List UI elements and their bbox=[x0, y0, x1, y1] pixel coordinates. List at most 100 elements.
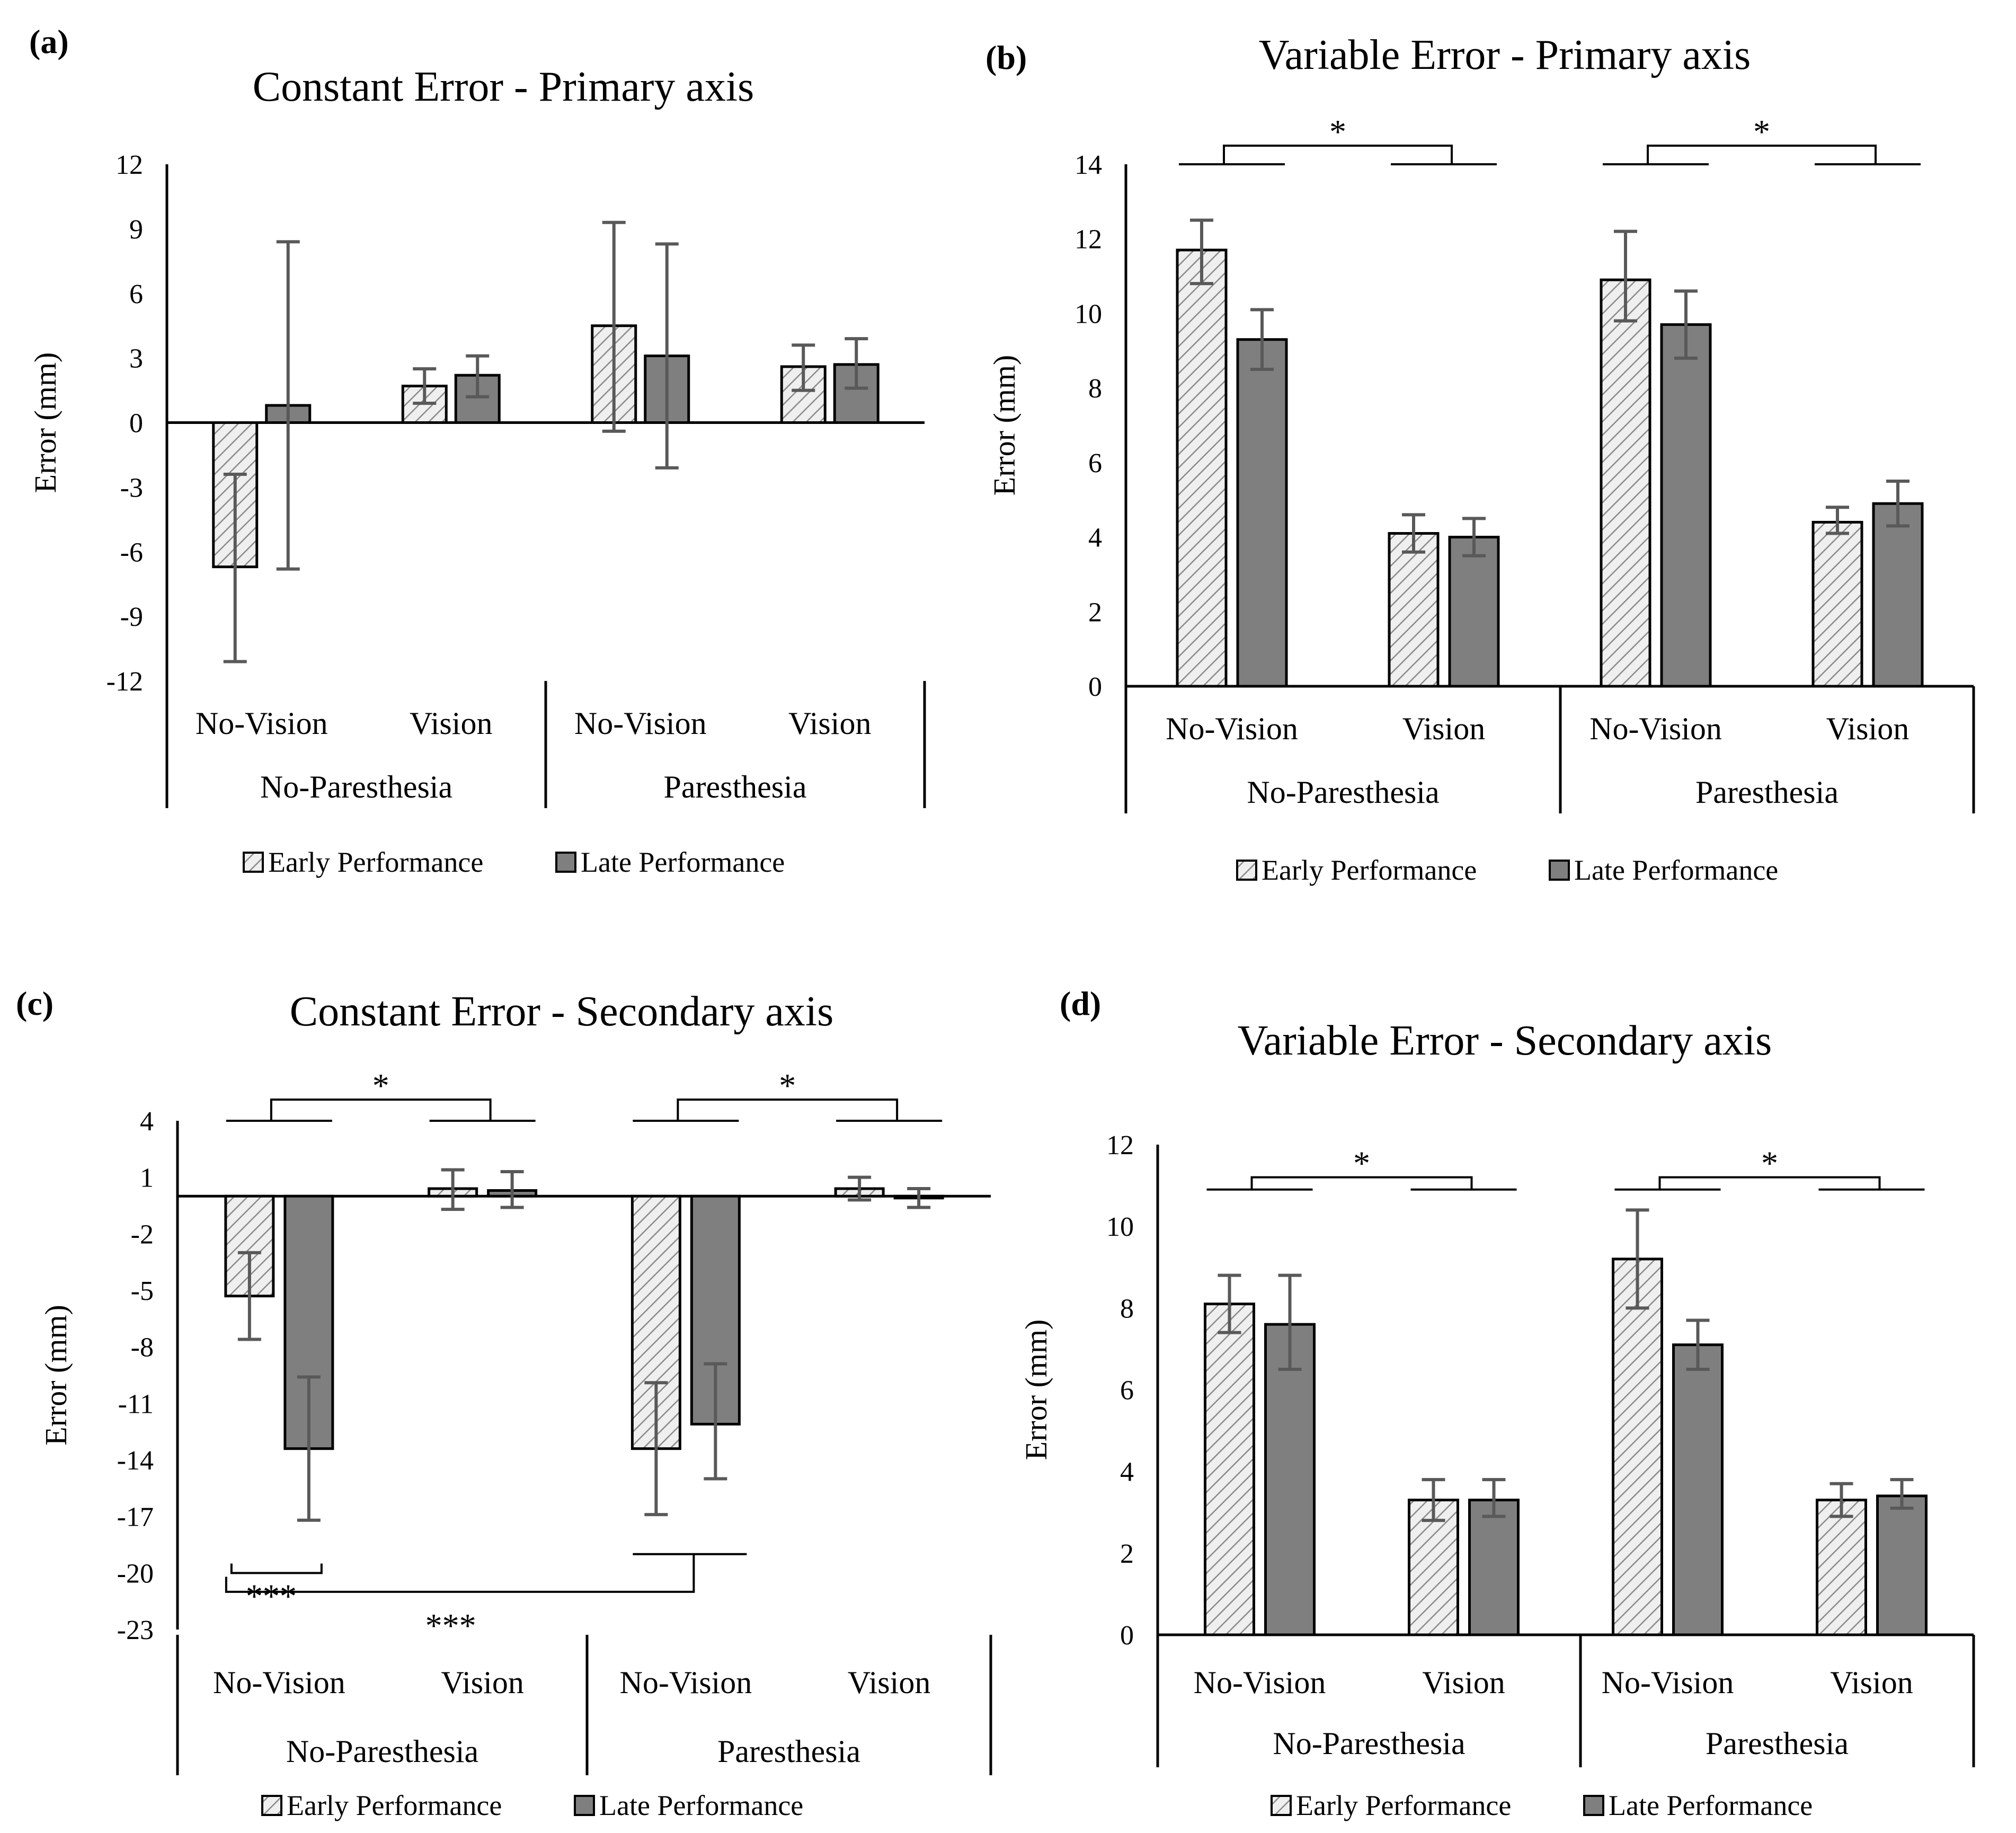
y-axis-label: Error (mm) bbox=[39, 1305, 73, 1446]
legend-early-label: Early Performance bbox=[1296, 1790, 1511, 1821]
legend-late-label: Late Performance bbox=[599, 1790, 803, 1821]
y-tick-label: 2 bbox=[1120, 1539, 1134, 1569]
legend-late-swatch bbox=[574, 1795, 595, 1816]
late-error-bar-a-3 bbox=[845, 337, 868, 390]
early-bar-d-3 bbox=[1816, 1499, 1867, 1636]
y-tick-label: 1 bbox=[140, 1163, 154, 1193]
category-label: No-Vision bbox=[620, 1665, 752, 1700]
legend-early-label: Early Performance bbox=[268, 846, 483, 878]
early-error-bar-b-1 bbox=[1402, 513, 1425, 554]
chart-title: Variable Error - Secondary axis bbox=[1238, 1017, 1772, 1064]
legend-early-label: Early Performance bbox=[1262, 854, 1477, 886]
early-bar-d-0 bbox=[1204, 1303, 1255, 1636]
legend-early-swatch bbox=[243, 852, 264, 873]
group-label: No-Paresthesia bbox=[286, 1734, 478, 1769]
significance-star: * bbox=[1329, 113, 1346, 150]
late-error-bar-b-0 bbox=[1250, 308, 1274, 371]
y-tick-label: -14 bbox=[117, 1446, 154, 1476]
y-tick-label: -23 bbox=[117, 1615, 154, 1645]
legend-late-label: Late Performance bbox=[1609, 1790, 1813, 1821]
legend-early-swatch bbox=[1236, 860, 1257, 881]
early-bar-d-2 bbox=[1612, 1258, 1663, 1636]
late-error-bar-d-1 bbox=[1482, 1478, 1506, 1518]
category-label: Vision bbox=[410, 706, 492, 741]
panel-label: (c) bbox=[16, 985, 54, 1022]
y-tick-label: -8 bbox=[131, 1333, 154, 1363]
early-error-bar-a-2 bbox=[602, 220, 626, 433]
group-label: No-Paresthesia bbox=[1273, 1726, 1465, 1761]
y-tick-label: -11 bbox=[118, 1389, 154, 1419]
early-error-bar-a-1 bbox=[413, 367, 437, 405]
early-error-bar-c-0 bbox=[237, 1251, 261, 1341]
late-bar-b-0 bbox=[1236, 338, 1288, 688]
y-tick-label: 9 bbox=[129, 215, 143, 245]
category-label: No-Vision bbox=[1194, 1665, 1326, 1700]
y-axis-label: Error (mm) bbox=[1019, 1320, 1053, 1460]
significance-star: * bbox=[1353, 1145, 1370, 1182]
late-error-bar-a-1 bbox=[466, 354, 490, 399]
y-tick-label: 6 bbox=[1120, 1376, 1134, 1406]
significance-bracket-c-cross: *** *** bbox=[225, 1553, 747, 1644]
late-error-bar-c-3 bbox=[907, 1187, 931, 1209]
chart-panel-a: (a) Constant Error - Primary axis 12 9 6 3 0 -3… bbox=[28, 23, 926, 878]
early-bar-b-3 bbox=[1811, 520, 1863, 688]
early-bar-a-1 bbox=[401, 384, 448, 424]
category-label: No-Vision bbox=[1589, 711, 1722, 746]
early-error-bar-a-3 bbox=[792, 343, 815, 392]
legend-late-swatch bbox=[1549, 860, 1570, 881]
y-tick-label: 0 bbox=[1120, 1621, 1134, 1651]
y-tick-label: 12 bbox=[1074, 225, 1102, 255]
early-error-bar-d-2 bbox=[1626, 1208, 1649, 1310]
y-tick-label: 10 bbox=[1074, 299, 1102, 329]
significance-star: * bbox=[372, 1067, 389, 1104]
significance-bracket-c-0: * bbox=[226, 1067, 536, 1122]
legend-early-swatch bbox=[1271, 1795, 1292, 1816]
late-error-bar-a-0 bbox=[276, 240, 300, 571]
category-label: No-Vision bbox=[196, 706, 328, 741]
early-error-bar-c-3 bbox=[848, 1175, 872, 1202]
y-tick-label: 4 bbox=[140, 1106, 154, 1137]
legend: Early Performance Late Performance bbox=[1271, 1790, 1813, 1821]
early-error-bar-a-0 bbox=[223, 473, 247, 663]
chart-title: Variable Error - Primary axis bbox=[1259, 32, 1751, 78]
early-error-bar-d-0 bbox=[1218, 1273, 1241, 1334]
early-error-bar-b-2 bbox=[1614, 229, 1637, 323]
y-axis-label: Error (mm) bbox=[28, 352, 63, 493]
category-label: Vision bbox=[1830, 1665, 1913, 1700]
chart-panel-d: (d) Variable Error - Secondary axis 12 10 8 6… bbox=[1019, 985, 1975, 1821]
group-label: Paresthesia bbox=[664, 769, 807, 804]
y-tick-label: 0 bbox=[129, 409, 143, 439]
y-tick-label: 3 bbox=[129, 344, 143, 374]
late-error-bar-d-2 bbox=[1686, 1318, 1710, 1371]
legend-early-swatch bbox=[261, 1795, 282, 1816]
late-bar-b-2 bbox=[1660, 323, 1712, 688]
early-bar-b-0 bbox=[1176, 249, 1228, 688]
panel-label: (d) bbox=[1060, 985, 1101, 1022]
significance-star: * bbox=[779, 1067, 796, 1104]
late-error-bar-b-3 bbox=[1886, 480, 1910, 528]
chart-panel-c: (c) Constant Error - Secondary axis 4 1 -2 -5… bbox=[16, 985, 992, 1821]
y-tick-label: 12 bbox=[1106, 1130, 1134, 1161]
late-bar-d-0 bbox=[1264, 1323, 1316, 1636]
category-label: Vision bbox=[1402, 711, 1485, 746]
legend-early-label: Early Performance bbox=[287, 1790, 502, 1821]
y-tick-label: 14 bbox=[1074, 150, 1102, 180]
late-error-bar-c-2 bbox=[704, 1362, 727, 1481]
group-label: Paresthesia bbox=[717, 1734, 860, 1769]
y-tick-label: 2 bbox=[1088, 597, 1102, 627]
category-label: No-Vision bbox=[1166, 711, 1298, 746]
significance-star: *** bbox=[246, 1577, 297, 1615]
y-tick-label: -5 bbox=[131, 1276, 154, 1306]
category-label: No-Vision bbox=[213, 1665, 345, 1700]
panel-label: (b) bbox=[985, 39, 1027, 76]
legend: Early Performance Late Performance bbox=[243, 846, 785, 878]
panel-label: (a) bbox=[29, 23, 69, 60]
legend-late-swatch bbox=[1583, 1795, 1604, 1816]
chart-title: Constant Error - Primary axis bbox=[253, 64, 754, 110]
group-label: No-Paresthesia bbox=[260, 769, 452, 804]
y-tick-label: -3 bbox=[120, 473, 143, 503]
y-tick-label: -6 bbox=[120, 537, 143, 568]
chart-panel-b: (b) Variable Error - Primary axis 14 12 10 8 6… bbox=[985, 32, 1975, 886]
early-bar-b-2 bbox=[1600, 278, 1651, 688]
